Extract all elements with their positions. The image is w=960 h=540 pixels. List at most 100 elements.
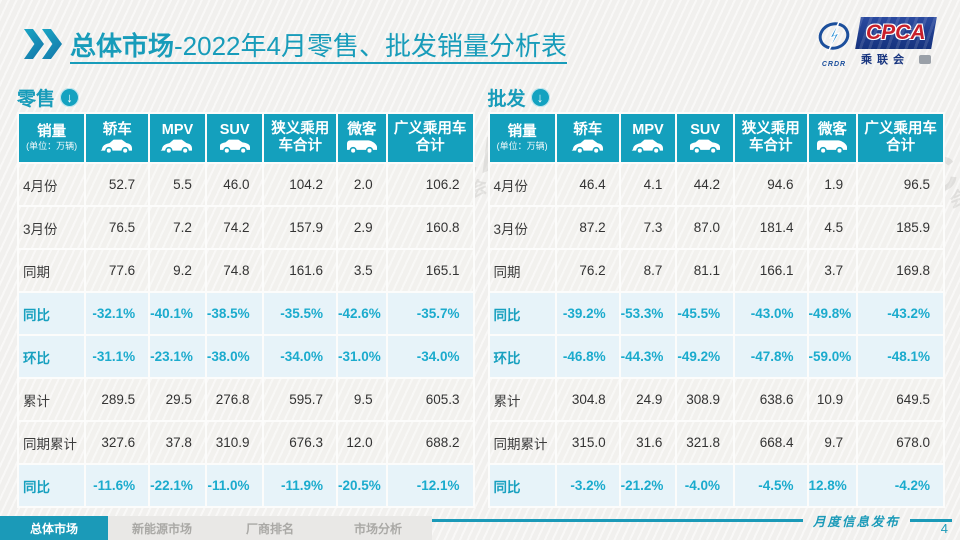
row-label: 同比: [489, 293, 555, 334]
row-label: 4月份: [19, 164, 85, 205]
row-label: 4月份: [490, 164, 555, 205]
value-cell: -3.2%: [556, 465, 619, 506]
row-label: 同比: [19, 465, 85, 506]
value-cell: 327.6: [86, 422, 148, 463]
car-icon: [151, 139, 204, 155]
cpca-logo: CRDR CPCA 乘联会: [814, 14, 937, 70]
down-arrow-circle-icon: ↓: [530, 87, 550, 107]
column-header: 轿车: [556, 114, 619, 162]
suv-icon: [678, 139, 732, 155]
footer-tabs: 总体市场 新能源市场 厂商排名 市场分析: [0, 516, 432, 540]
van-icon: [810, 139, 856, 155]
value-cell: 106.2: [387, 164, 473, 205]
value-cell: 169.8: [858, 250, 943, 291]
table-row: 同比 -3.2% -21.2% -4.0% -4.5% 12.8% -4.2%: [489, 465, 943, 506]
value-cell: 1.9: [808, 164, 857, 205]
value-cell: 46.0: [206, 164, 263, 205]
row-label: 3月份: [490, 207, 555, 248]
retail-table: 销量 (单位：万辆) 轿车 MPV SUV 狭义乘用车合计 微客 广义乘用车合计 4月份 52.7…: [17, 112, 475, 508]
table-row: 3月份 87.2 7.3 87.0 181.4 4.5 185.9: [490, 207, 944, 248]
row-label: 同比: [489, 465, 555, 506]
value-cell: -43.2%: [858, 293, 943, 334]
table-row: 同期累计 315.0 31.6 321.8 668.4 9.7 678.0: [490, 422, 944, 463]
value-cell: 29.5: [150, 379, 205, 420]
wholesale-section: 批发 ↓ 销量 (单位：万辆) 轿车 MPV SUV 狭义乘用车合计 微客 广义乘用车合计 4月…: [487, 84, 945, 508]
value-cell: -35.5%: [264, 293, 336, 334]
car-icon: [87, 139, 147, 155]
value-cell: 4.1: [620, 164, 676, 205]
van-icon: [339, 139, 385, 155]
value-cell: -22.1%: [150, 465, 205, 506]
retail-title: 零售 ↓: [17, 84, 475, 110]
value-cell: 165.1: [387, 250, 473, 291]
value-cell: 31.6: [620, 422, 676, 463]
value-cell: 7.2: [150, 207, 205, 248]
value-cell: -38.5%: [206, 293, 263, 334]
value-cell: 37.8: [150, 422, 205, 463]
table-row: 同比 -32.1% -40.1% -38.5% -35.5% -42.6% -35.7%: [19, 293, 473, 334]
column-header: MPV: [150, 114, 205, 162]
value-cell: 638.6: [734, 379, 807, 420]
value-cell: 87.0: [677, 207, 733, 248]
value-cell: 87.2: [556, 207, 619, 248]
value-cell: 2.0: [338, 164, 386, 205]
table-row: 同比 -39.2% -53.3% -45.5% -43.0% -49.8% -43.2%: [489, 293, 943, 334]
value-cell: 289.5: [86, 379, 148, 420]
value-cell: -23.1%: [150, 336, 205, 377]
value-cell: 310.9: [206, 422, 263, 463]
table-row: 3月份 76.5 7.2 74.2 157.9 2.9 160.8: [19, 207, 473, 248]
title-bar: 总体市场-2022年4月零售、批发销量分析表 CRDR CPCA 乘联会: [24, 17, 942, 70]
car-icon: [622, 139, 675, 155]
value-cell: -38.0%: [206, 336, 263, 377]
table-row: 同期累计 327.6 37.8 310.9 676.3 12.0 688.2: [19, 422, 473, 463]
value-cell: -32.1%: [86, 293, 149, 334]
value-cell: 94.6: [734, 164, 807, 205]
value-cell: -4.5%: [734, 465, 807, 506]
value-cell: 24.9: [620, 379, 676, 420]
value-cell: 12.0: [338, 422, 386, 463]
row-label: 累计: [490, 379, 555, 420]
value-cell: 668.4: [734, 422, 807, 463]
car-icon: [558, 139, 618, 155]
value-cell: 10.9: [808, 379, 857, 420]
suv-icon: [208, 139, 262, 155]
value-cell: -46.8%: [556, 336, 619, 377]
value-cell: 2.9: [338, 207, 386, 248]
value-cell: 676.3: [264, 422, 336, 463]
value-cell: 315.0: [556, 422, 619, 463]
footer-tab-2[interactable]: 新能源市场: [131, 521, 192, 536]
value-cell: -20.5%: [338, 465, 386, 506]
table-row: 环比 -31.1% -23.1% -38.0% -34.0% -31.0% -34.0%: [19, 336, 473, 377]
value-cell: 76.2: [556, 250, 619, 291]
value-cell: -11.0%: [206, 465, 263, 506]
footer-tab-1[interactable]: 总体市场: [0, 516, 108, 540]
footer-tab-3[interactable]: 厂商排名: [245, 521, 294, 536]
column-header: SUV: [206, 114, 263, 162]
table-row: 累计 304.8 24.9 308.9 638.6 10.9 649.5: [490, 379, 944, 420]
value-cell: -21.2%: [620, 465, 676, 506]
row-label: 3月份: [19, 207, 85, 248]
value-cell: -4.0%: [677, 465, 733, 506]
value-cell: 46.4: [556, 164, 619, 205]
value-cell: -34.0%: [387, 336, 473, 377]
value-cell: 81.1: [677, 250, 733, 291]
wholesale-label: 批发: [487, 88, 526, 110]
value-cell: 157.9: [264, 207, 336, 248]
table-row: 同期 76.2 8.7 81.1 166.1 3.7 169.8: [490, 250, 944, 291]
row-label: 同期累计: [19, 422, 85, 463]
value-cell: 5.5: [150, 164, 205, 205]
value-cell: -12.1%: [387, 465, 473, 506]
value-cell: -11.6%: [86, 465, 149, 506]
table-row: 同期 77.6 9.2 74.8 161.6 3.5 165.1: [19, 250, 473, 291]
column-header: SUV: [677, 114, 733, 162]
wholesale-table: 销量 (单位：万辆) 轿车 MPV SUV 狭义乘用车合计 微客 广义乘用车合计 4月份 46.4…: [487, 112, 945, 508]
value-cell: 9.5: [338, 379, 386, 420]
row-label: 同期: [19, 250, 85, 291]
value-cell: -47.8%: [734, 336, 807, 377]
value-cell: -45.5%: [677, 293, 733, 334]
cpca-logo-text: CPCA 乘联会: [855, 17, 937, 67]
value-cell: 9.2: [150, 250, 205, 291]
footer-tab-4[interactable]: 市场分析: [353, 521, 402, 536]
row-label: 同期: [490, 250, 555, 291]
